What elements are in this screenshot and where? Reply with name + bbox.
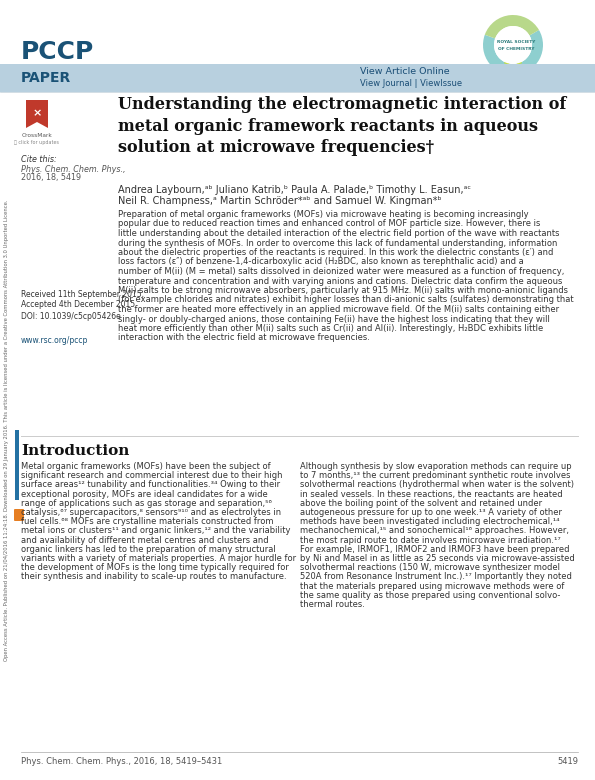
Text: temperature and concentration and with varying anions and cations. Dielectric da: temperature and concentration and with v… bbox=[118, 276, 562, 285]
Text: Preparation of metal organic frameworks (MOFs) via microwave heating is becoming: Preparation of metal organic frameworks … bbox=[118, 210, 528, 219]
Text: during the synthesis of MOFs. In order to overcome this lack of fundamental unde: during the synthesis of MOFs. In order t… bbox=[118, 239, 558, 247]
Text: Neil R. Champness,ᵃ Martin Schröder*ᵃᵇ and Samuel W. Kingman*ᵇ: Neil R. Champness,ᵃ Martin Schröder*ᵃᵇ a… bbox=[118, 196, 441, 206]
Text: exceptional porosity, MOFs are ideal candidates for a wide: exceptional porosity, MOFs are ideal can… bbox=[21, 490, 268, 498]
Wedge shape bbox=[504, 56, 522, 64]
Text: to 7 months,¹³ the current predominant synthetic route involves: to 7 months,¹³ the current predominant s… bbox=[300, 471, 571, 480]
Text: Phys. Chem. Chem. Phys.,: Phys. Chem. Chem. Phys., bbox=[21, 165, 126, 174]
Text: solvothermal reactions (150 W, microwave synthesizer model: solvothermal reactions (150 W, microwave… bbox=[300, 563, 560, 573]
Text: Received 11th September 2015,: Received 11th September 2015, bbox=[21, 290, 144, 299]
Bar bbox=[15, 430, 19, 500]
Bar bbox=[0, 64, 595, 92]
Text: CrossMark: CrossMark bbox=[21, 133, 52, 138]
Text: Understanding the electromagnetic interaction of
metal organic framework reactan: Understanding the electromagnetic intera… bbox=[118, 96, 566, 156]
Text: above the boiling point of the solvent and retained under: above the boiling point of the solvent a… bbox=[300, 498, 542, 508]
Text: the most rapid route to date involves microwave irradiation.¹⁷: the most rapid route to date involves mi… bbox=[300, 536, 560, 544]
Text: (for example chlorides and nitrates) exhibit higher losses than di-anionic salts: (for example chlorides and nitrates) exh… bbox=[118, 296, 574, 304]
Text: 5419: 5419 bbox=[557, 757, 578, 766]
Text: metal ions or clusters¹¹ and organic linkers,¹² and the variability: metal ions or clusters¹¹ and organic lin… bbox=[21, 526, 290, 535]
Text: ➕ click for updates: ➕ click for updates bbox=[14, 140, 60, 145]
Text: little understanding about the detailed interaction of the electric field portio: little understanding about the detailed … bbox=[118, 229, 559, 238]
Text: singly- or doubly-charged anions, those containing Fe(ii) have the highest loss : singly- or doubly-charged anions, those … bbox=[118, 314, 550, 324]
Text: about the dielectric properties of the reactants is required. In this work the d: about the dielectric properties of the r… bbox=[118, 248, 553, 257]
Text: variants with a variety of materials properties. A major hurdle for: variants with a variety of materials pro… bbox=[21, 554, 296, 563]
Text: loss factors (ε″) of benzene-1,4-dicarboxylic acid (H₂BDC, also known as terepht: loss factors (ε″) of benzene-1,4-dicarbo… bbox=[118, 257, 524, 267]
Text: DOI: 10.1039/c5cp05426e: DOI: 10.1039/c5cp05426e bbox=[21, 312, 121, 321]
Wedge shape bbox=[494, 26, 532, 64]
Wedge shape bbox=[483, 30, 543, 75]
Text: and availability of different metal centres and clusters and: and availability of different metal cent… bbox=[21, 536, 268, 544]
Text: by Ni and Masel in as little as 25 seconds via microwave-assisted: by Ni and Masel in as little as 25 secon… bbox=[300, 554, 575, 563]
Text: For example, IRMOF1, IRMOF2 and IRMOF3 have been prepared: For example, IRMOF1, IRMOF2 and IRMOF3 h… bbox=[300, 544, 569, 554]
Text: View Article Online: View Article Online bbox=[360, 68, 450, 76]
Text: interaction with the electric field at microwave frequencies.: interaction with the electric field at m… bbox=[118, 334, 370, 342]
Polygon shape bbox=[26, 100, 48, 128]
Text: their synthesis and inability to scale-up routes to manufacture.: their synthesis and inability to scale-u… bbox=[21, 573, 287, 581]
FancyBboxPatch shape bbox=[14, 509, 24, 521]
Text: Open Access Article. Published on 21/04/2016 11:24:18. Downloaded on 29 January : Open Access Article. Published on 21/04/… bbox=[5, 199, 10, 661]
Text: www.rsc.org/pccp: www.rsc.org/pccp bbox=[21, 336, 89, 345]
Text: Although synthesis by slow evaporation methods can require up: Although synthesis by slow evaporation m… bbox=[300, 462, 572, 471]
Text: OF CHEMISTRY: OF CHEMISTRY bbox=[498, 47, 534, 51]
Text: in sealed vessels. In these reactions, the reactants are heated: in sealed vessels. In these reactions, t… bbox=[300, 490, 563, 498]
Text: that the materials prepared using microwave methods were of: that the materials prepared using microw… bbox=[300, 582, 565, 590]
Text: PAPER: PAPER bbox=[21, 71, 71, 85]
Text: range of applications such as gas storage and separation,⁵⁶: range of applications such as gas storag… bbox=[21, 498, 272, 508]
Text: Accepted 4th December 2015: Accepted 4th December 2015 bbox=[21, 300, 135, 309]
Text: popular due to reduced reaction times and enhanced control of MOF particle size.: popular due to reduced reaction times an… bbox=[118, 219, 540, 229]
Wedge shape bbox=[485, 15, 539, 38]
Text: autogeneous pressure for up to one week.¹³ A variety of other: autogeneous pressure for up to one week.… bbox=[300, 508, 562, 517]
Text: M(ii) salts to be strong microwave absorbers, particularly at 915 MHz. M(ii) sal: M(ii) salts to be strong microwave absor… bbox=[118, 286, 568, 295]
Text: heat more efficiently than other M(ii) salts such as Cr(ii) and Al(ii). Interest: heat more efficiently than other M(ii) s… bbox=[118, 324, 543, 333]
Text: organic linkers has led to the preparation of many structural: organic linkers has led to the preparati… bbox=[21, 544, 275, 554]
Text: 520A from Resonance Instrument Inc.).¹⁷ Importantly they noted: 520A from Resonance Instrument Inc.).¹⁷ … bbox=[300, 573, 572, 581]
Text: Metal organic frameworks (MOFs) have been the subject of: Metal organic frameworks (MOFs) have bee… bbox=[21, 462, 271, 471]
Text: number of M(ii) (M = metal) salts dissolved in deionized water were measured as : number of M(ii) (M = metal) salts dissol… bbox=[118, 267, 565, 276]
Text: Phys. Chem. Chem. Phys., 2016, 18, 5419–5431: Phys. Chem. Chem. Phys., 2016, 18, 5419–… bbox=[21, 757, 223, 766]
Text: mechanochemical,¹⁵ and sonochemical¹⁶ approaches. However,: mechanochemical,¹⁵ and sonochemical¹⁶ ap… bbox=[300, 526, 569, 535]
Text: significant research and commercial interest due to their high: significant research and commercial inte… bbox=[21, 471, 283, 480]
Text: View Journal | ViewIssue: View Journal | ViewIssue bbox=[360, 80, 462, 88]
Text: methods have been investigated including electrochemical,¹⁴: methods have been investigated including… bbox=[300, 517, 560, 526]
Text: solvothermal reactions (hydrothermal when water is the solvent): solvothermal reactions (hydrothermal whe… bbox=[300, 480, 574, 489]
Text: thermal routes.: thermal routes. bbox=[300, 600, 365, 609]
Text: Cite this:: Cite this: bbox=[21, 155, 60, 164]
Text: fuel cells.⁶⁸ MOFs are crystalline materials constructed from: fuel cells.⁶⁸ MOFs are crystalline mater… bbox=[21, 517, 274, 526]
Text: catalysis,⁶⁷ supercapacitors,⁸ sensors⁹¹⁰ and as electrolytes in: catalysis,⁶⁷ supercapacitors,⁸ sensors⁹¹… bbox=[21, 508, 281, 517]
Text: 2016, 18, 5419: 2016, 18, 5419 bbox=[21, 173, 81, 182]
Text: ROYAL SOCIETY: ROYAL SOCIETY bbox=[497, 40, 535, 44]
Text: Introduction: Introduction bbox=[21, 444, 129, 458]
Text: the same quality as those prepared using conventional solvo-: the same quality as those prepared using… bbox=[300, 590, 560, 600]
Text: the former are heated more effectively in an applied microwave field. Of the M(i: the former are heated more effectively i… bbox=[118, 305, 559, 314]
Text: the development of MOFs is the long time typically required for: the development of MOFs is the long time… bbox=[21, 563, 289, 573]
Text: Andrea Laybourn,ᵃᵇ Juliano Katrib,ᵇ Paula A. Palade,ᵇ Timothy L. Easun,ᵃᶜ: Andrea Laybourn,ᵃᵇ Juliano Katrib,ᵇ Paul… bbox=[118, 185, 471, 195]
Text: surface areas¹² tunability and functionalities.³⁴ Owing to their: surface areas¹² tunability and functiona… bbox=[21, 480, 280, 489]
Text: ×: × bbox=[32, 108, 42, 118]
Text: PCCP: PCCP bbox=[21, 40, 94, 64]
